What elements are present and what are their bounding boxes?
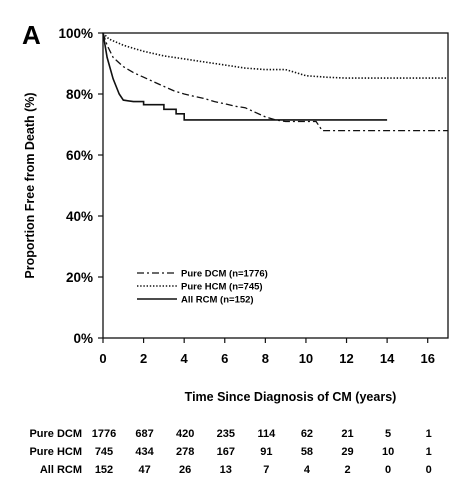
- x-axis-label: Time Since Diagnosis of CM (years): [185, 390, 397, 404]
- risk-cell: 0: [385, 464, 391, 476]
- risk-cell: 114: [257, 428, 276, 440]
- risk-cell: 687: [135, 428, 153, 440]
- risk-cell: 167: [217, 446, 235, 458]
- legend-label-3: All RCM (n=152): [181, 295, 254, 306]
- x-tick-label: 6: [221, 351, 228, 366]
- y-axis-ticks: 0% 20% 40% 60% 80% 100%: [58, 26, 103, 346]
- x-axis-ticks: 0 2 4 6 8 10 12 14 16: [99, 338, 435, 366]
- x-tick-label: 16: [420, 351, 434, 366]
- y-tick-label: 100%: [58, 26, 93, 41]
- plot-frame: [102, 32, 449, 339]
- x-tick-label: 12: [339, 351, 353, 366]
- risk-cell: 278: [176, 446, 194, 458]
- x-tick-label: 8: [262, 351, 269, 366]
- risk-cell: 434: [135, 446, 154, 458]
- risk-cell: 152: [95, 464, 113, 476]
- risk-cell: 1: [426, 428, 432, 440]
- risk-cell: 10: [382, 446, 394, 458]
- series-line-3: [102, 32, 388, 121]
- x-tick-label: 2: [140, 351, 147, 366]
- risk-cell: 0: [426, 464, 432, 476]
- legend-label-2: Pure HCM (n=745): [181, 282, 263, 293]
- y-tick-label: 20%: [66, 270, 93, 285]
- risk-cell: 4: [304, 464, 311, 476]
- risk-cell: 21: [341, 428, 353, 440]
- y-tick-label: 40%: [66, 209, 93, 224]
- risk-cell: 1776: [92, 428, 116, 440]
- risk-cell: 47: [138, 464, 150, 476]
- axes-frame: [102, 32, 449, 339]
- risk-cell: 58: [301, 446, 313, 458]
- risk-cell: 26: [179, 464, 191, 476]
- risk-cell: 91: [260, 446, 272, 458]
- risk-cell: 420: [176, 428, 194, 440]
- risk-cell: 29: [341, 446, 353, 458]
- y-tick-label: 0%: [73, 331, 93, 346]
- y-axis-label: Proportion Free from Death (%): [23, 92, 37, 278]
- x-tick-label: 4: [181, 351, 189, 366]
- risk-cell: 745: [95, 446, 113, 458]
- series-lines: [102, 32, 448, 132]
- risk-row-label: All RCM: [40, 464, 82, 476]
- risk-cell: 7: [263, 464, 269, 476]
- series-line-2: [102, 32, 448, 79]
- series-line-1: [102, 32, 448, 132]
- legend-label-1: Pure DCM (n=1776): [181, 269, 268, 280]
- risk-cell: 1: [426, 446, 432, 458]
- risk-cell: 2: [344, 464, 350, 476]
- x-tick-label: 10: [299, 351, 313, 366]
- legend: Pure DCM (n=1776) Pure HCM (n=745) All RCM…: [137, 269, 268, 306]
- x-tick-label: 0: [99, 351, 106, 366]
- risk-row-label: Pure HCM: [29, 446, 82, 458]
- y-tick-label: 60%: [66, 148, 93, 163]
- risk-cell: 62: [301, 428, 313, 440]
- risk-cell: 5: [385, 428, 391, 440]
- y-tick-label: 80%: [66, 87, 93, 102]
- risk-cell: 235: [217, 428, 235, 440]
- risk-row-label: Pure DCM: [29, 428, 82, 440]
- risk-cell: 13: [220, 464, 232, 476]
- x-tick-label: 14: [380, 351, 395, 366]
- panel-label: A: [22, 20, 41, 50]
